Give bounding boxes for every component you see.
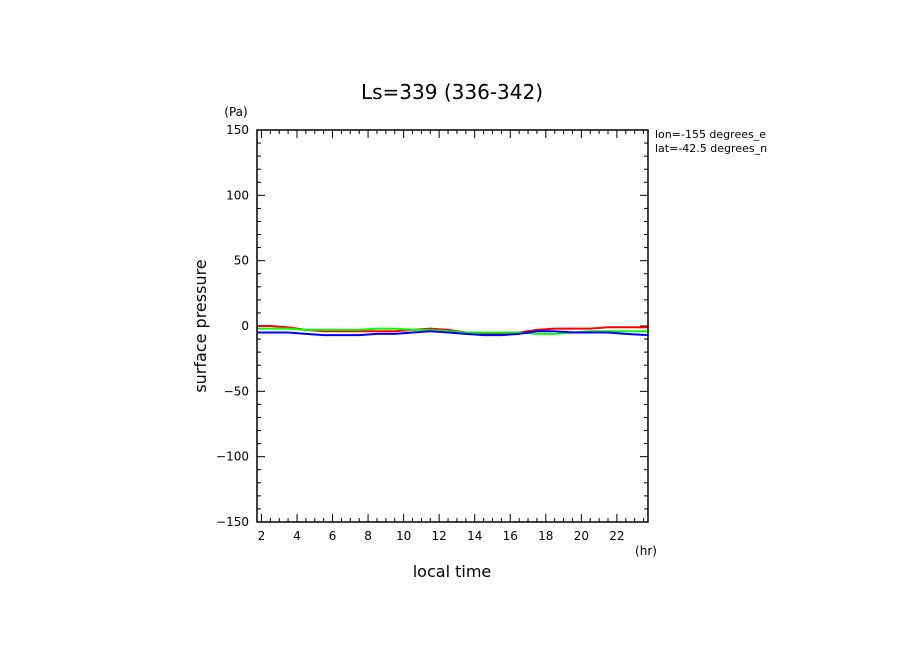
x-tick-label: 16 — [503, 529, 518, 543]
y-tick-label: −100 — [216, 450, 249, 464]
y-tick-label: 0 — [241, 319, 249, 333]
y-axis-label: surface pressure — [191, 259, 210, 392]
annotation-lon: lon=-155 degrees_e — [655, 128, 766, 141]
x-tick-label: 2 — [258, 529, 266, 543]
x-axis-label: local time — [413, 562, 492, 581]
y-tick-label: −150 — [216, 515, 249, 529]
series-line-3 — [257, 330, 648, 337]
y-tick-label: 50 — [234, 254, 249, 268]
x-tick-label: 14 — [467, 529, 482, 543]
y-tick-label: 100 — [226, 188, 249, 202]
annotation-lat: lat=-42.5 degrees_n — [655, 142, 767, 155]
x-tick-label: 8 — [364, 529, 372, 543]
y-tick-label: −50 — [224, 384, 249, 398]
axis-ticks — [257, 129, 648, 523]
x-tick-label: 12 — [432, 529, 447, 543]
x-tick-label: 18 — [538, 529, 553, 543]
x-unit-label: (hr) — [635, 544, 657, 558]
plot-frame — [256, 129, 649, 523]
y-tick-label: 150 — [226, 123, 249, 137]
x-tick-label: 20 — [574, 529, 589, 543]
tick-labels: 2 4 6 8 10 12 14 16 18 20 22 150 100 50 0 −50 −100 −150 — [216, 123, 625, 543]
y-unit-label: (Pa) — [224, 105, 247, 119]
series-group — [257, 325, 648, 337]
x-tick-label: 10 — [396, 529, 411, 543]
x-tick-label: 22 — [609, 529, 624, 543]
x-tick-label: 4 — [293, 529, 301, 543]
x-tick-label: 6 — [329, 529, 337, 543]
chart-title: Ls=339 (336-342) — [361, 80, 543, 104]
